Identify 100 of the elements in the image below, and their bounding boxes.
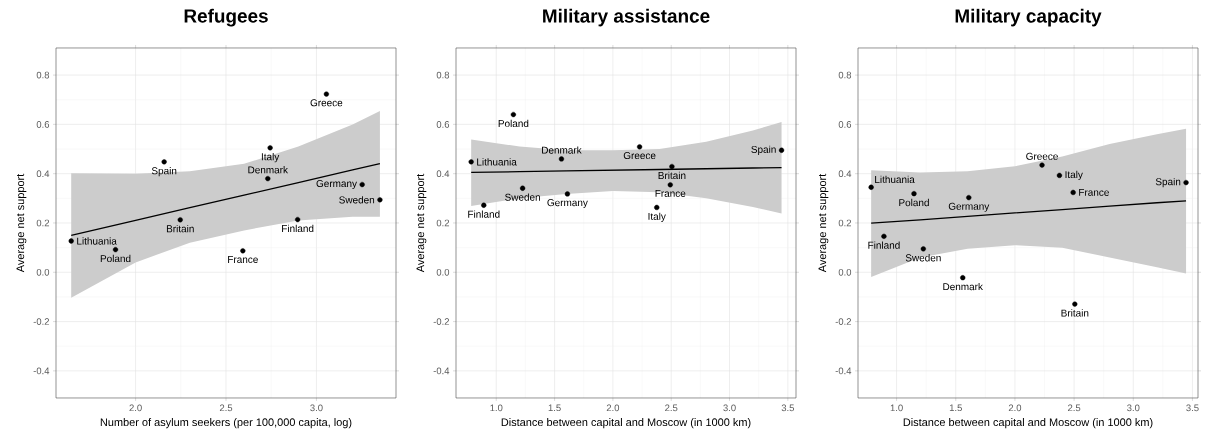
annotation: Poland [100,254,131,263]
point [881,233,887,239]
y-tick-label: 0.6 [436,121,450,128]
y-axis-title: Average net support [416,173,427,273]
annotation: Sweden [905,254,941,262]
annotation: Italy [1065,170,1083,181]
annotation: Poland [899,198,929,207]
point [1039,162,1045,168]
line-series [70,162,381,236]
point [323,91,329,97]
annotation: France [655,189,686,197]
x-tick-label: 1.5 [949,404,962,412]
point [481,202,487,208]
annotation: Denmark [248,166,289,174]
annotation: Sweden [339,196,375,204]
y-tick-label: 0.2 [838,219,852,227]
y-tick-label: -0.2 [835,318,852,325]
annotation: Poland [498,119,529,128]
annotation: Lithuania [77,237,117,245]
x-tick-label: 2.0 [1008,404,1022,412]
annotation: Germany [316,180,357,190]
point [667,182,673,188]
line-series [870,200,1187,224]
point [669,163,675,170]
y-tick-label: 0.8 [36,71,50,79]
point [468,159,474,165]
y-tick-label: 0.0 [36,268,50,276]
point [637,144,643,150]
annotation: Finland [868,241,900,249]
point [68,238,74,244]
y-tick-label: -0.4 [33,367,50,375]
chart-title: Refugees [184,8,268,27]
annotation: Britain [1061,309,1089,317]
point [267,145,273,151]
annotation: Denmark [943,282,983,291]
y-tick-label: -0.4 [433,367,450,375]
y-tick-label: 0.8 [838,71,852,79]
point [564,191,570,197]
x-axis-title: Distance between capital and Moscow (in 1000 km) [501,418,751,429]
point [177,217,183,223]
annotation: Spain [751,145,776,155]
point [112,247,119,253]
y-tick-label: 0.8 [436,71,450,79]
annotation: Germany [547,199,588,209]
x-tick-label: 1.5 [548,404,561,412]
chart-title: Military capacity [955,8,1102,27]
x-tick-label: 1.0 [490,404,503,412]
x-tick-label: 2.5 [219,404,233,412]
y-tick-label: 0.4 [36,170,50,178]
annotation: Sweden [505,193,540,201]
annotation: Lithuania [477,158,517,166]
annotation: Italy [261,153,280,163]
point [377,197,383,203]
annotation: Greece [1026,152,1058,160]
annotation: France [228,256,258,263]
annotation: Finland [468,210,500,218]
point [520,185,526,191]
point [654,204,660,211]
annotation: Lithuania [875,175,915,184]
x-tick-label: 1.0 [890,404,903,412]
point [295,216,301,223]
y-tick-label: -0.4 [835,367,852,375]
point [868,184,874,190]
point [359,181,365,188]
point [1072,301,1078,307]
x-axis-title: Distance between capital and Moscow (in 1000 km) [903,418,1153,429]
x-axis-title: Number of asylum seekers (per 100,000 capita, log) [100,418,352,429]
annotation: Greece [310,99,343,107]
annotation: Britain [166,224,194,233]
point [161,159,167,165]
y-tick-label: 0.2 [36,219,50,227]
point [1056,172,1063,179]
chart-title: Military assistance [543,8,710,27]
y-axis-title: Average net support [818,173,829,273]
annotation: Greece [623,152,656,160]
x-tick-label: 2.5 [1068,404,1081,412]
point [558,156,565,162]
y-tick-label: -0.2 [433,318,450,325]
point [911,191,917,197]
point [960,275,966,281]
x-tick-label: 2.5 [665,404,678,412]
point [1183,179,1189,186]
y-tick-label: 0.6 [36,121,50,128]
annotation: Spain [151,167,177,177]
annotation: Britain [658,171,686,180]
x-tick-label: 3.5 [1186,404,1199,412]
point [778,147,785,153]
y-tick-label: 0.4 [838,170,852,178]
y-tick-label: -0.2 [33,318,50,325]
x-tick-label: 3.0 [310,404,323,412]
point [1070,189,1076,196]
annotation: Finland [282,224,314,233]
x-tick-label: 3.0 [723,404,736,412]
y-tick-label: 0.0 [838,268,852,276]
y-tick-label: 0.6 [838,121,852,128]
y-axis-title: Average net support [16,173,27,273]
x-tick-label: 2.0 [129,404,142,412]
annotation: France [1079,188,1109,196]
annotation: Spain [1155,177,1181,188]
y-tick-label: 0.4 [436,170,450,178]
